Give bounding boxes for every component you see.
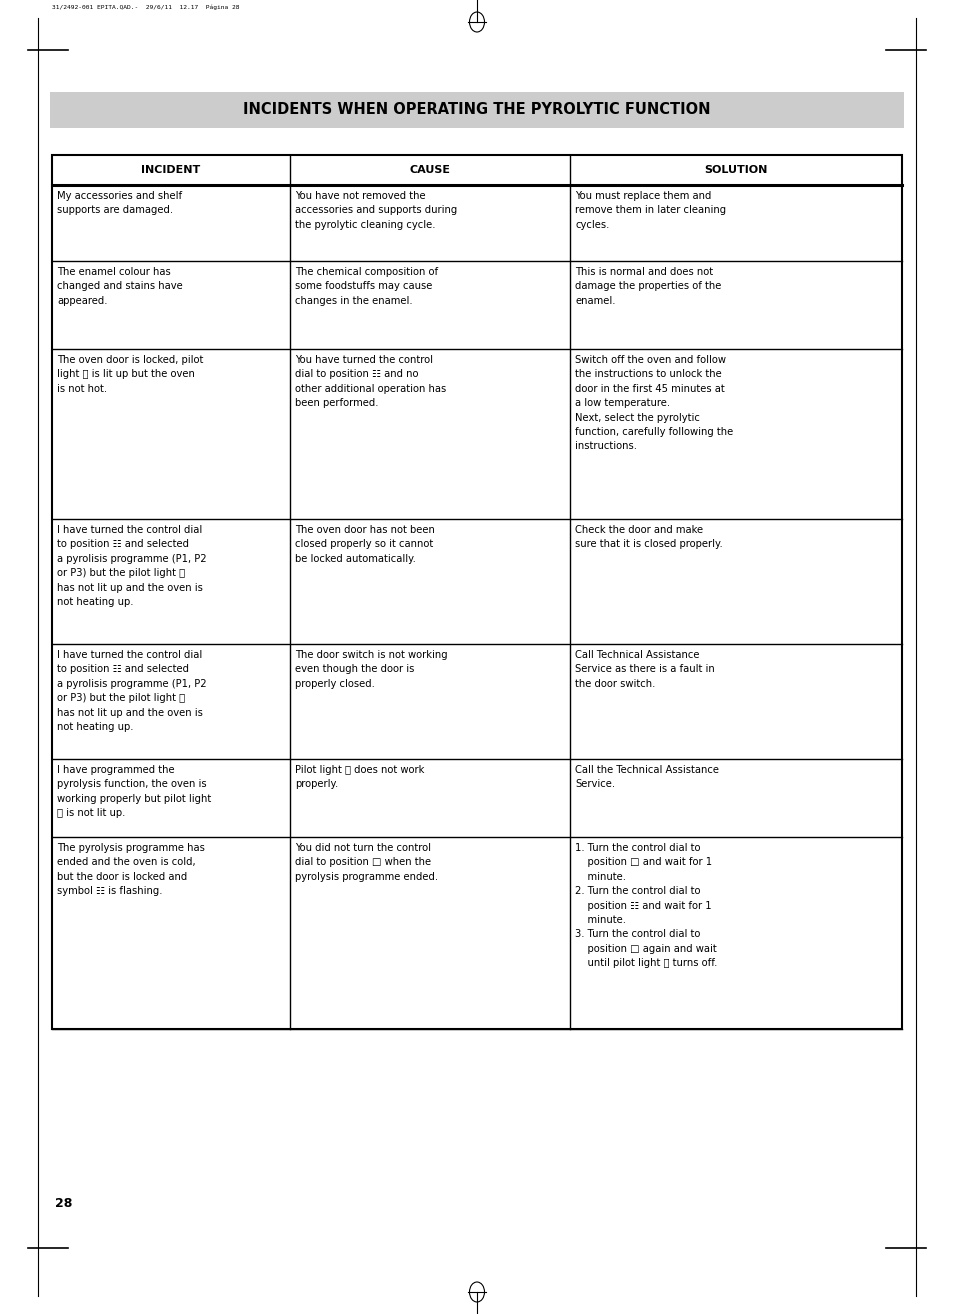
Text: Check the door and make
sure that it is closed properly.: Check the door and make sure that it is … [575, 526, 722, 549]
Text: The enamel colour has
changed and stains have
appeared.: The enamel colour has changed and stains… [57, 267, 183, 306]
Text: The chemical composition of
some foodstuffs may cause
changes in the enamel.: The chemical composition of some foodstu… [294, 267, 437, 306]
Text: CAUSE: CAUSE [410, 166, 450, 175]
Text: This is normal and does not
damage the properties of the
enamel.: This is normal and does not damage the p… [575, 267, 721, 306]
Text: The pyrolysis programme has
ended and the oven is cold,
but the door is locked a: The pyrolysis programme has ended and th… [57, 844, 205, 896]
Text: Pilot light 🔒 does not work
properly.: Pilot light 🔒 does not work properly. [294, 765, 424, 790]
Text: My accessories and shelf
supports are damaged.: My accessories and shelf supports are da… [57, 191, 182, 215]
Text: SOLUTION: SOLUTION [704, 166, 767, 175]
Text: The oven door is locked, pilot
light 🔒 is lit up but the oven
is not hot.: The oven door is locked, pilot light 🔒 i… [57, 355, 203, 394]
Text: You did not turn the control
dial to position □ when the
pyrolysis programme end: You did not turn the control dial to pos… [294, 844, 437, 882]
Text: The door switch is not working
even though the door is
properly closed.: The door switch is not working even thou… [294, 650, 447, 689]
Text: Call Technical Assistance
Service as there is a fault in
the door switch.: Call Technical Assistance Service as the… [575, 650, 715, 689]
Text: You must replace them and
remove them in later cleaning
cycles.: You must replace them and remove them in… [575, 191, 726, 230]
Text: Call the Technical Assistance
Service.: Call the Technical Assistance Service. [575, 765, 719, 790]
Text: I have turned the control dial
to position ☷ and selected
a pyrolisis programme : I have turned the control dial to positi… [57, 526, 207, 607]
Text: INCIDENT: INCIDENT [141, 166, 200, 175]
Text: I have turned the control dial
to position ☷ and selected
a pyrolisis programme : I have turned the control dial to positi… [57, 650, 207, 732]
Text: You have not removed the
accessories and supports during
the pyrolytic cleaning : You have not removed the accessories and… [294, 191, 456, 230]
Text: I have programmed the
pyrolysis function, the oven is
working properly but pilot: I have programmed the pyrolysis function… [57, 765, 211, 819]
Text: Switch off the oven and follow
the instructions to unlock the
door in the first : Switch off the oven and follow the instr… [575, 355, 733, 452]
Text: You have turned the control
dial to position ☷ and no
other additional operation: You have turned the control dial to posi… [294, 355, 446, 409]
Text: INCIDENTS WHEN OPERATING THE PYROLYTIC FUNCTION: INCIDENTS WHEN OPERATING THE PYROLYTIC F… [243, 102, 710, 117]
Bar [50, 92, 903, 127]
Bar [52, 155, 901, 1029]
Text: The oven door has not been
closed properly so it cannot
be locked automatically.: The oven door has not been closed proper… [294, 526, 435, 564]
Text: 31/2492-001 EPITA.QAD.-  29/6/11  12.17  Página 28: 31/2492-001 EPITA.QAD.- 29/6/11 12.17 Pá… [52, 4, 239, 9]
Text: 28: 28 [55, 1197, 72, 1210]
Text: 1. Turn the control dial to
    position □ and wait for 1
    minute.
2. Turn th: 1. Turn the control dial to position □ a… [575, 844, 717, 968]
